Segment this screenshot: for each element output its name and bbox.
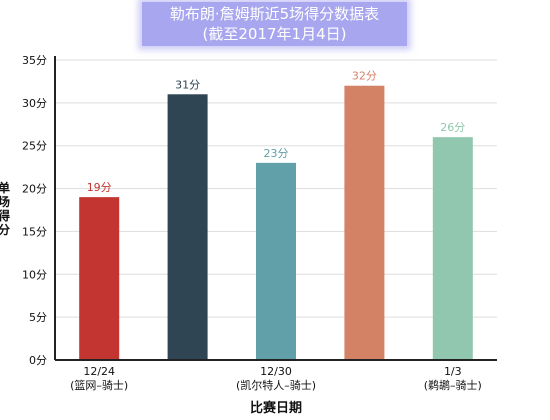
x-tick-label: 12/30 [260,365,292,378]
y-tick-label: 25分 [22,140,47,153]
data-label: 23分 [264,147,289,160]
bar [344,85,385,360]
bar [79,197,120,360]
x-tick-sublabel: (鹈鹕–骑士) [424,378,482,392]
chart-title: 勒布朗·詹姆斯近5场得分数据表 [169,5,380,23]
y-tick-label: 0分 [29,354,47,367]
chart-subtitle: (截至2017年1月4日) [202,25,347,43]
y-axis-label-char: 得 [0,208,10,223]
y-tick-label: 35分 [22,54,47,67]
x-tick-sublabel: (凯尔特人–骑士) [236,378,316,392]
x-tick-label: 1/3 [444,365,462,378]
y-axis-label-char: 单 [0,180,10,195]
x-axis-label: 比赛日期 [250,400,302,416]
bar [256,162,296,360]
y-tick-label: 5分 [29,311,47,324]
data-label: 26分 [440,121,465,134]
y-tick-label: 10分 [22,268,47,281]
data-label: 19分 [87,181,112,194]
x-tick-sublabel: (篮网–骑士) [70,378,128,392]
y-axis-label-char: 分 [0,222,10,237]
y-tick-label: 15分 [22,225,47,238]
y-axis-label-char: 场 [0,195,10,209]
data-label: 31分 [175,78,200,91]
x-tick-label: 12/24 [83,365,115,378]
y-tick-label: 30分 [22,97,47,110]
y-tick-label: 20分 [22,183,47,196]
chart-title-box: 勒布朗·詹姆斯近5场得分数据表 (截至2017年1月4日) [142,2,407,46]
bar [432,137,473,360]
data-label: 32分 [352,70,377,83]
bar [167,94,208,361]
